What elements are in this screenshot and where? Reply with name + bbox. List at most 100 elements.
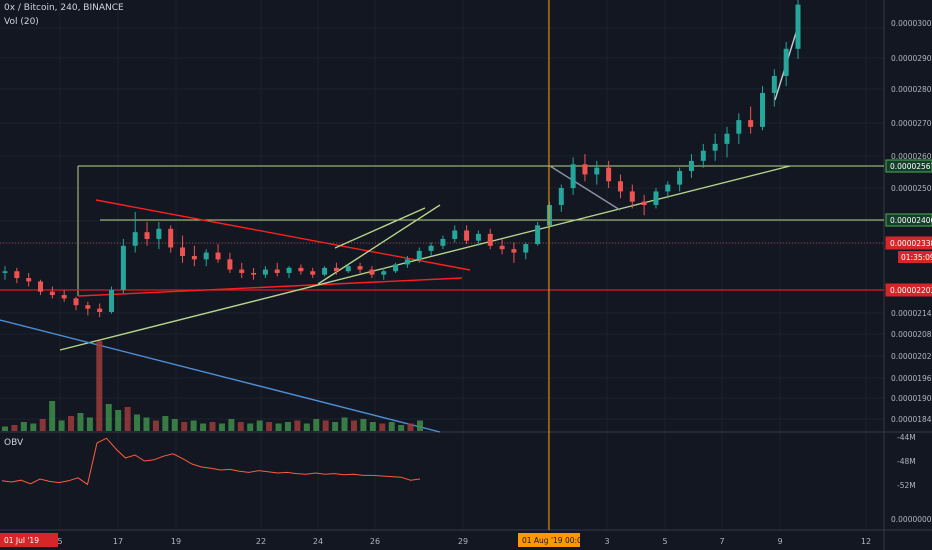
green-channel-lower xyxy=(334,207,426,249)
volume-bar xyxy=(303,423,310,431)
candle-body xyxy=(712,143,718,151)
volume-bar xyxy=(190,420,197,431)
trend-lines xyxy=(0,19,801,433)
volume-bar xyxy=(218,423,225,431)
volume-bars xyxy=(2,341,423,431)
candle-body xyxy=(499,245,505,250)
candle-body xyxy=(97,308,103,313)
candle-body xyxy=(416,250,422,260)
volume-bar xyxy=(228,419,235,431)
candle-body xyxy=(73,298,79,306)
time-tick: 22 xyxy=(256,537,266,546)
candle-body xyxy=(771,75,777,93)
volume-bar xyxy=(30,423,37,431)
volume-bar xyxy=(58,420,65,431)
price-label-box xyxy=(885,236,932,250)
volume-bar xyxy=(49,401,56,431)
candle-body xyxy=(274,269,280,273)
volume-bar xyxy=(266,422,273,431)
price-label: 0.00002406 xyxy=(890,216,932,225)
volume-bar xyxy=(322,420,329,431)
volume-bar xyxy=(256,420,263,431)
time-tick: 17 xyxy=(113,537,123,546)
symbol-title: 0x / Bitcoin, 240, BINANCE xyxy=(4,3,124,13)
candle-body xyxy=(641,201,647,206)
price-tick: 0.00002080 xyxy=(891,330,932,339)
volume-bar xyxy=(313,419,320,431)
candle-body xyxy=(298,267,304,272)
volume-bar xyxy=(96,341,103,431)
volume-bar xyxy=(398,425,405,431)
obv-tick: -44M xyxy=(897,433,916,442)
time-axis: 5 17 19 22 24 26 29 3 5 7 9 12 01 Jul '19 01 Aug '19 … xyxy=(0,533,871,547)
volume-bar xyxy=(152,420,159,431)
candle-body xyxy=(144,232,150,239)
candle-body xyxy=(2,271,8,273)
time-highlight-mid: 01 Aug '19 00:00 xyxy=(522,536,587,545)
volume-bar xyxy=(275,423,282,431)
candle-body xyxy=(748,120,754,127)
candle-body xyxy=(251,272,257,275)
candle-body xyxy=(14,271,20,279)
time-highlight-left-box xyxy=(0,533,58,547)
time-tick: 9 xyxy=(777,537,782,546)
candle-body xyxy=(191,255,197,260)
volume-bar xyxy=(407,423,414,431)
volume-bar xyxy=(209,422,216,431)
candle-body xyxy=(322,267,328,275)
volume-bar xyxy=(332,422,339,431)
candle-body xyxy=(369,269,375,275)
candle-body xyxy=(286,267,292,273)
candle-body xyxy=(381,271,387,275)
time-tick: 12 xyxy=(861,537,871,546)
candle-body xyxy=(511,249,517,253)
candles xyxy=(2,0,801,318)
candle-body xyxy=(653,191,659,206)
candle-body xyxy=(688,160,694,172)
price-tick: 0.00002800 xyxy=(891,85,932,94)
candle-body xyxy=(795,4,801,49)
candle-body xyxy=(523,244,529,253)
candle-body xyxy=(49,291,55,296)
volume-bar xyxy=(143,417,150,431)
price-tick: 0.00001960 xyxy=(891,374,932,383)
volume-bar xyxy=(350,420,357,431)
candle-body xyxy=(156,228,162,239)
candle-body xyxy=(629,191,635,202)
price-label: 0.00002203 xyxy=(890,286,932,295)
volume-bar xyxy=(294,420,301,431)
price-tick: 0.00002020 xyxy=(891,352,932,361)
candle-body xyxy=(464,230,470,241)
volume-bar xyxy=(237,422,244,431)
volume-bar xyxy=(115,410,122,431)
time-tick: 5 xyxy=(662,537,667,546)
candle-body xyxy=(333,267,339,272)
volume-bar xyxy=(388,422,395,431)
candle-body xyxy=(783,48,789,76)
obv-pane xyxy=(1,437,421,486)
red-trend-descending xyxy=(95,199,471,271)
volume-bar xyxy=(341,417,348,431)
candle-body xyxy=(617,181,623,192)
price-tick: 0.00002700 xyxy=(891,119,932,128)
obv-indicator-label: OBV xyxy=(4,438,24,448)
volume-bar xyxy=(124,407,131,431)
green-trend-long xyxy=(59,165,791,351)
price-tick: 0.00002900 xyxy=(891,54,932,63)
volume-bar xyxy=(105,404,112,431)
grey-swing-line xyxy=(549,165,621,211)
candle-body xyxy=(227,259,233,270)
candle-body xyxy=(570,164,576,189)
price-tick: 0.00003000 xyxy=(891,19,932,28)
blue-trend-line xyxy=(0,319,441,433)
volume-bar xyxy=(86,417,93,431)
time-tick: 24 xyxy=(313,537,323,546)
candle-body xyxy=(262,269,268,275)
volume-bar xyxy=(369,422,376,431)
volume-bar xyxy=(77,413,84,431)
price-tick: 0.00002500 xyxy=(891,184,932,193)
volume-bar xyxy=(417,420,423,431)
time-tick: 19 xyxy=(171,537,181,546)
price-axis: 0.00003000 0.00002900 0.00002800 0.00002700… xyxy=(885,19,932,524)
